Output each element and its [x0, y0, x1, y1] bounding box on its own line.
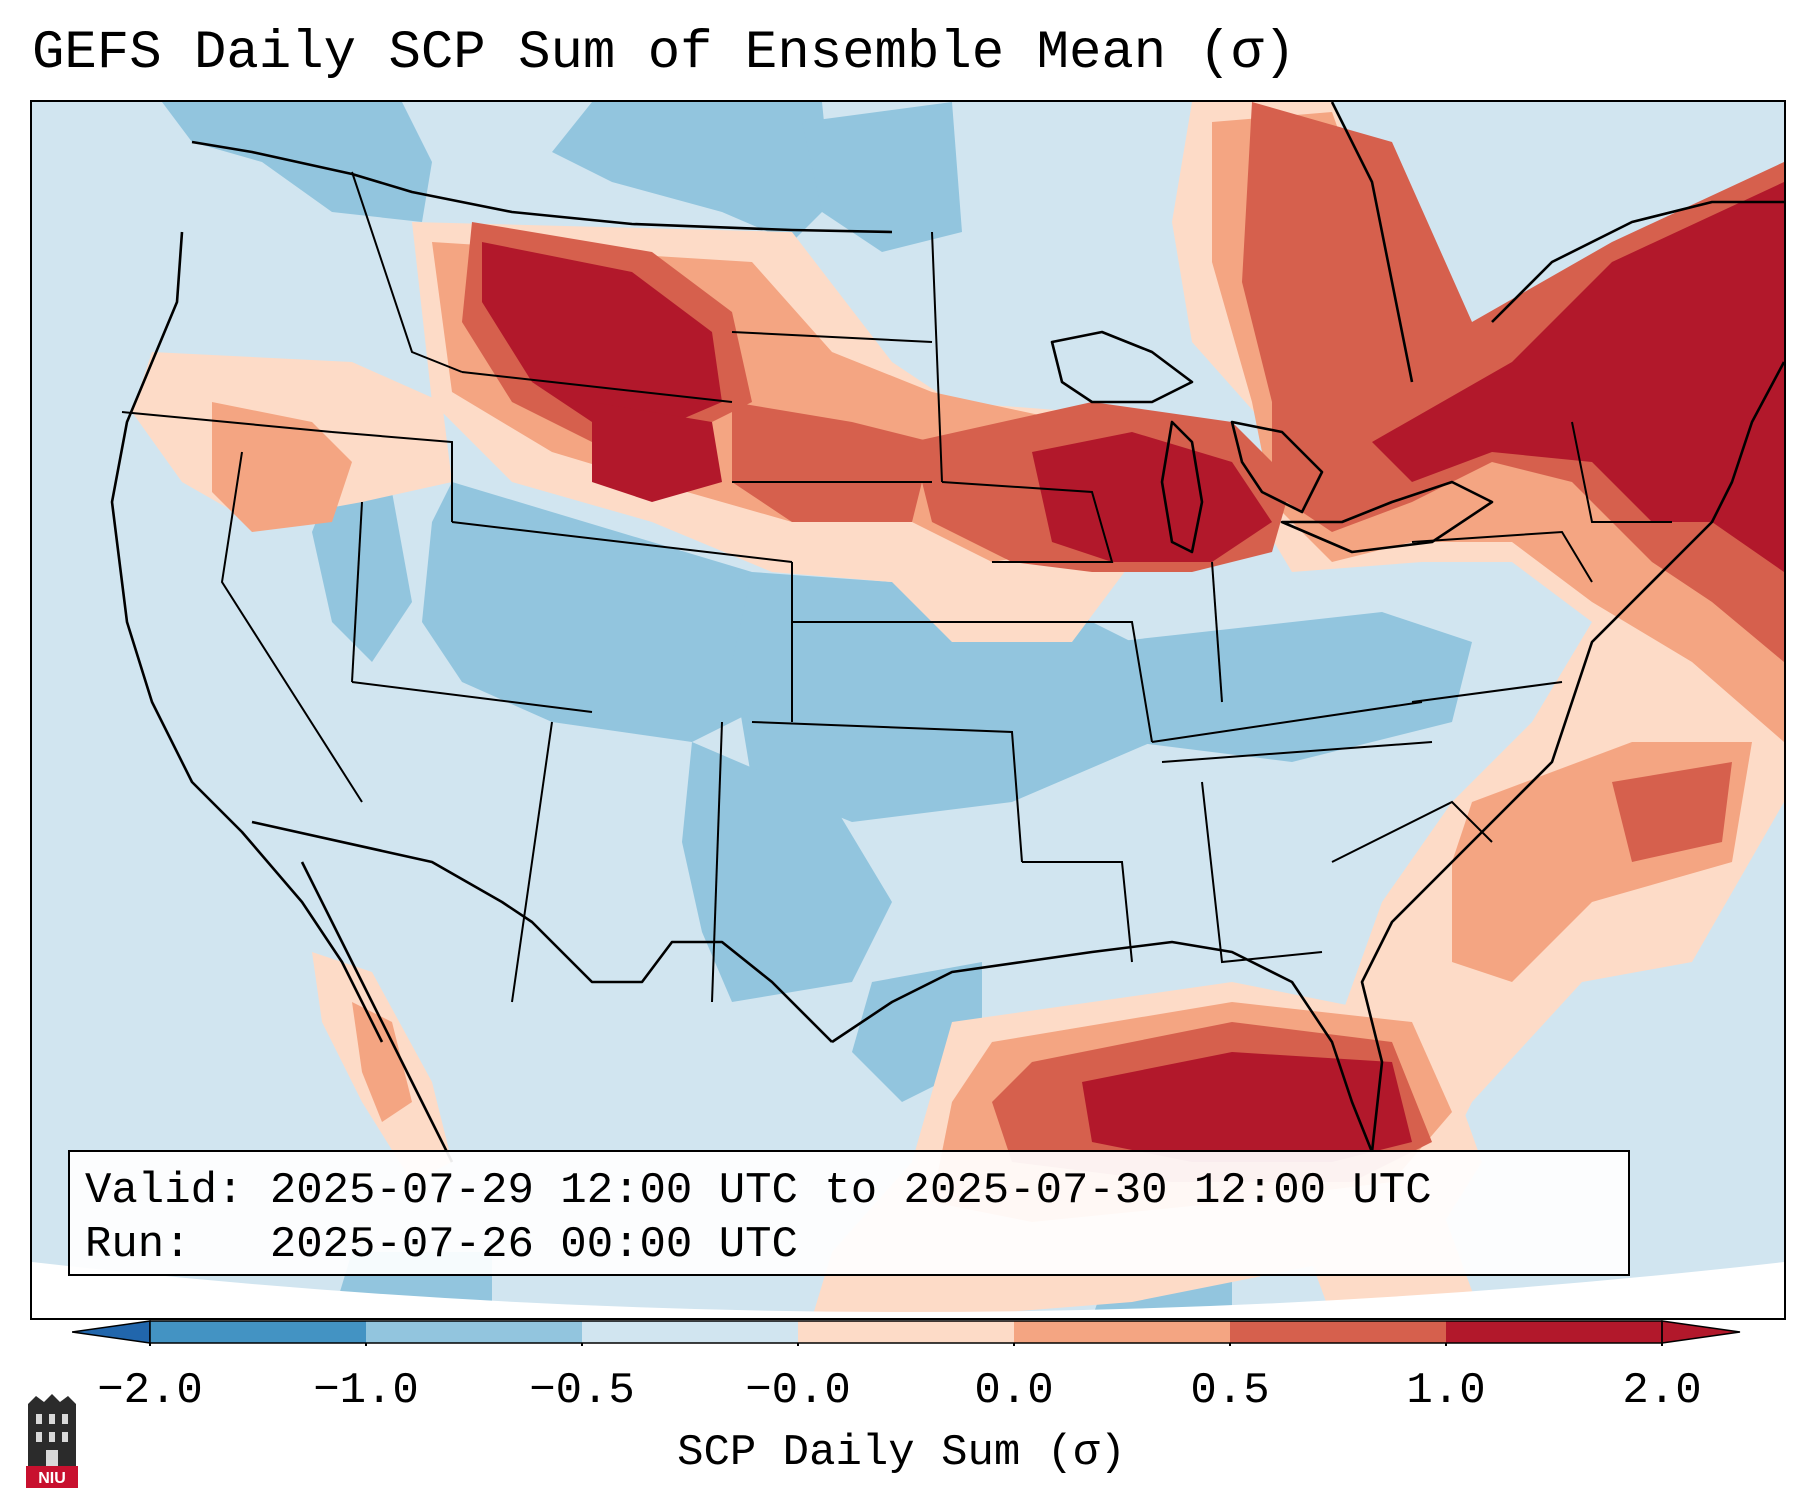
atlantic-coast [1360, 361, 1784, 1153]
baja-medium-region [352, 1002, 412, 1122]
baja-coast [300, 861, 454, 1163]
colorbar-bin-4 [798, 1321, 1014, 1343]
colorbar-bin-6 [1230, 1321, 1446, 1343]
lake-huron [1230, 420, 1324, 514]
az-nm-border [511, 721, 553, 1003]
positive-highest-anomalies [482, 182, 1784, 1162]
run-label: Run: [85, 1220, 191, 1270]
oh-in-border [1211, 561, 1223, 703]
colorbar-tick-label: −1.0 [313, 1366, 419, 1416]
mt-wy-border [461, 371, 733, 403]
colorbar-tick-label: −2.0 [97, 1366, 203, 1416]
chart-title: GEFS Daily SCP Sum of Ensemble Mean (σ) [32, 23, 1296, 84]
hudson-bay-coast [1330, 102, 1414, 383]
map-svg [32, 102, 1784, 1318]
wa-or-border [121, 411, 333, 433]
canada-prairie-negative-region [552, 102, 832, 242]
wy-co-border [451, 521, 793, 563]
colorbar-extend-high [1661, 1320, 1741, 1344]
colorbar-frame [149, 1320, 1663, 1344]
logo-text: NIU [38, 1470, 66, 1487]
id-mt-border [351, 171, 463, 373]
manitoba-negative-region [802, 102, 962, 252]
great-lakes-superior [1050, 330, 1194, 404]
atlantic-high-region [1612, 762, 1732, 862]
us-west-coast [110, 231, 384, 1043]
valid-run-info-box: Valid: 2025-07-29 12:00 UTC to 2025-07-3… [68, 1150, 1630, 1276]
la-ms-border [1022, 861, 1133, 963]
colorbar-tick-label: 0.5 [1190, 1366, 1270, 1416]
colorbar-tick-label: 1.0 [1406, 1366, 1486, 1416]
colorbar-bin-1 [150, 1321, 366, 1343]
nd-sd-border [731, 331, 933, 343]
new-england-borders [1571, 421, 1672, 523]
colorado-negative-region [422, 482, 772, 742]
valid-label: Valid: [85, 1166, 244, 1216]
montana-core-region [482, 242, 722, 432]
nevada-negative-region [312, 482, 412, 662]
lake-michigan [1160, 420, 1204, 554]
gulf-core-region [1082, 1052, 1412, 1162]
colorbar-label: SCP Daily Sum (σ) [677, 1428, 1126, 1478]
ut-co-border [351, 681, 593, 713]
colorbar-tick-label: 0.0 [974, 1366, 1054, 1416]
colorbar-bin-5 [1014, 1321, 1230, 1343]
nm-tx-border [711, 721, 723, 1003]
colorbar-tick-label: −0.0 [745, 1366, 851, 1416]
run-value: 2025-07-26 00:00 UTC [269, 1220, 798, 1270]
niu-logo-icon: NIU [26, 1394, 78, 1488]
colorbar-bin-2 [366, 1321, 582, 1343]
nc-sc-border [1331, 800, 1493, 863]
dakotas-high-region [732, 402, 932, 522]
al-ga-border [1201, 781, 1323, 964]
mo-ar-border [992, 621, 1153, 743]
gulf-coast [831, 940, 1374, 1153]
wisconsin-michigan-core-region [1032, 432, 1272, 562]
va-border [1411, 681, 1563, 703]
new-england-core-region [1372, 182, 1784, 572]
or-ca-nv-border [220, 451, 363, 803]
lake-erie-ontario [1280, 480, 1494, 554]
state-borders [121, 171, 1672, 1003]
wyoming-core-region [592, 402, 722, 502]
pa-ny-border [1411, 530, 1593, 583]
colorbar-tick-label: 2.0 [1622, 1366, 1702, 1416]
canada-us-border [191, 140, 893, 234]
ky-tn-border [1151, 701, 1423, 743]
ohio-valley-negative-region [1112, 612, 1472, 762]
mexico-border [251, 820, 833, 1043]
nv-ut-border [351, 501, 363, 683]
valid-row: Valid: 2025-07-29 12:00 UTC to 2025-07-3… [85, 1164, 1628, 1218]
colorbar [72, 1320, 1741, 1346]
id-border [331, 431, 453, 522]
ok-border [751, 721, 1023, 863]
texas-negative-region [682, 742, 892, 1002]
negative-anomalies [162, 102, 1472, 1318]
run-row: Run: 2025-07-26 00:00 UTC [85, 1218, 1628, 1272]
ia-mo-border [941, 481, 1114, 563]
mn-border [931, 231, 943, 483]
projection-edge [32, 1262, 1784, 1318]
quebec-coast [1491, 200, 1784, 323]
colorbar-ticks [149, 1343, 1663, 1346]
colorbar-bin-7 [1446, 1321, 1662, 1343]
colorbar-extend-low [72, 1320, 151, 1344]
map-panel[interactable] [30, 100, 1786, 1320]
tn-nc-border [1161, 741, 1433, 763]
pacific-nw-medium-region [212, 402, 352, 532]
valid-value: 2025-07-29 12:00 UTC to 2025-07-30 12:00… [269, 1166, 1432, 1216]
colorbar-bin-3 [582, 1321, 798, 1343]
colorbar-tick-label: −0.5 [529, 1366, 635, 1416]
boundaries [110, 102, 1784, 1163]
